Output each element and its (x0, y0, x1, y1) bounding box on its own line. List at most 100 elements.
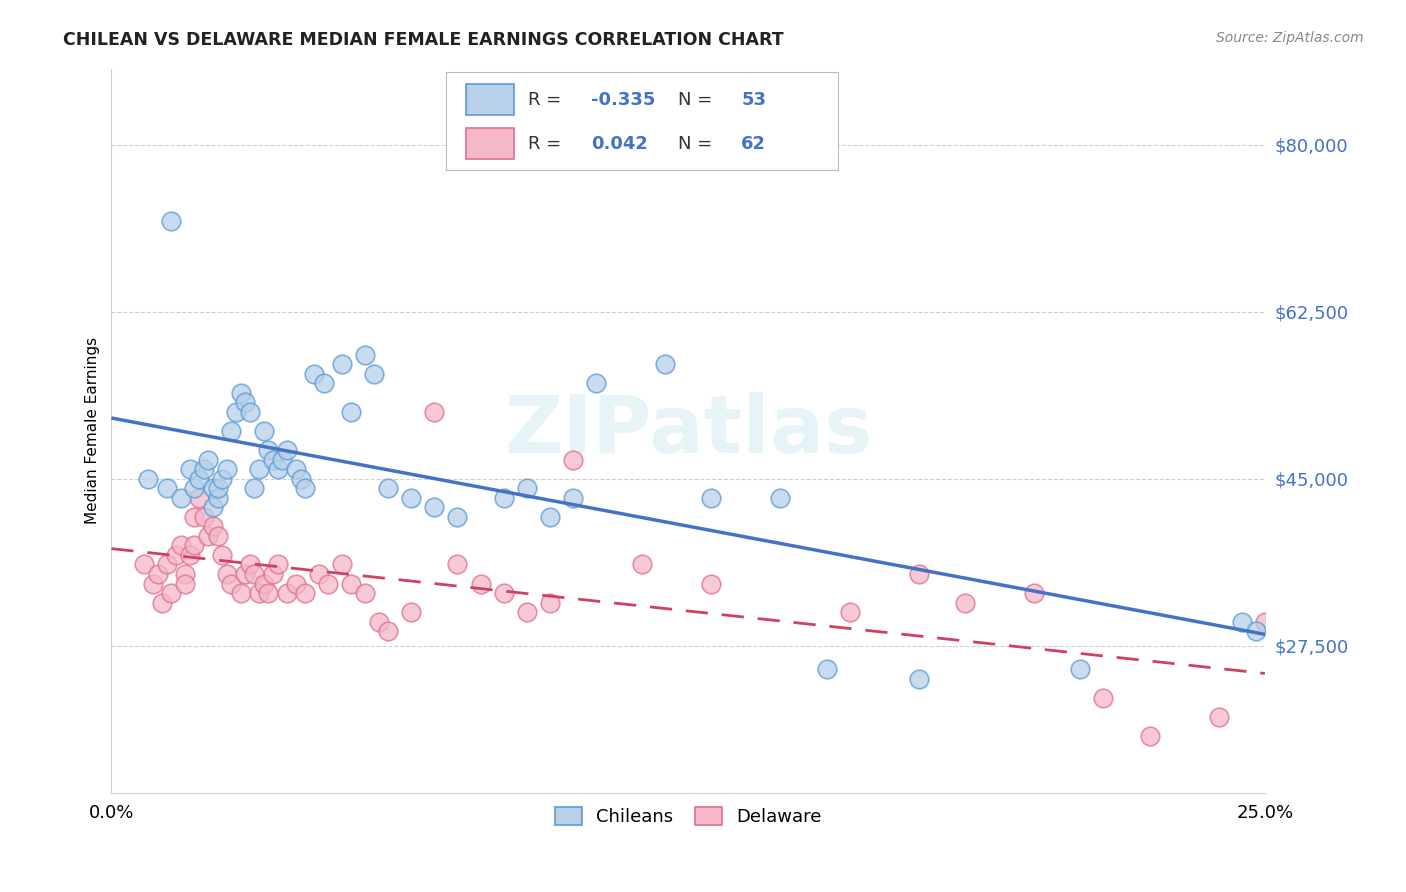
Point (271, 452, 294, 467)
Point (156, 481, 179, 495)
Point (1346, 710, 1368, 724)
Point (354, 348, 377, 362)
Point (211, 548, 233, 562)
Point (654, 357, 676, 371)
Point (516, 481, 538, 495)
Text: ZIPatlas: ZIPatlas (503, 392, 872, 470)
Point (446, 558, 468, 572)
Text: N =: N = (678, 91, 717, 109)
Point (1069, 662, 1091, 676)
Point (229, 586, 252, 600)
Point (423, 405, 446, 419)
Point (211, 472, 233, 486)
Point (262, 566, 284, 581)
Point (1323, 700, 1346, 714)
Point (179, 462, 201, 476)
Point (340, 576, 363, 591)
Point (492, 586, 515, 600)
Point (156, 558, 179, 572)
Point (1139, 729, 1161, 743)
Point (160, 214, 183, 228)
Point (201, 500, 224, 515)
Legend: Chileans, Delaware: Chileans, Delaware (546, 797, 831, 835)
Point (470, 576, 492, 591)
Point (354, 586, 377, 600)
Point (284, 462, 307, 476)
Point (233, 566, 256, 581)
Text: R =: R = (527, 91, 567, 109)
Point (1277, 690, 1299, 705)
Point (221, 576, 243, 591)
Point (239, 558, 262, 572)
Point (907, 672, 929, 686)
Point (561, 452, 583, 467)
Text: R =: R = (527, 135, 567, 153)
Point (225, 405, 247, 419)
Y-axis label: Median Female Earnings: Median Female Earnings (86, 337, 100, 524)
Point (1254, 615, 1277, 629)
Text: Source: ZipAtlas.com: Source: ZipAtlas.com (1216, 31, 1364, 45)
Point (207, 529, 229, 543)
FancyBboxPatch shape (446, 72, 838, 170)
Point (516, 605, 538, 619)
Point (193, 462, 215, 476)
Point (221, 424, 243, 438)
Point (146, 566, 169, 581)
Point (585, 376, 607, 391)
Point (183, 538, 205, 552)
Point (201, 481, 224, 495)
Point (266, 558, 288, 572)
Point (160, 586, 183, 600)
Text: CHILEAN VS DELAWARE MEDIAN FEMALE EARNINGS CORRELATION CHART: CHILEAN VS DELAWARE MEDIAN FEMALE EARNIN… (63, 31, 785, 49)
Point (1299, 690, 1322, 705)
Point (446, 509, 468, 524)
Point (769, 491, 792, 505)
Point (368, 615, 391, 629)
Point (1024, 586, 1046, 600)
Point (340, 405, 363, 419)
Point (294, 586, 316, 600)
Point (243, 566, 266, 581)
Point (207, 481, 229, 495)
Point (150, 596, 173, 610)
Point (276, 442, 298, 457)
Point (423, 500, 446, 515)
Point (201, 519, 224, 533)
Point (363, 367, 385, 381)
Point (1208, 710, 1230, 724)
Point (197, 529, 219, 543)
Point (401, 491, 423, 505)
Point (907, 566, 929, 581)
Point (262, 452, 284, 467)
Point (538, 596, 561, 610)
Point (700, 576, 723, 591)
Point (304, 367, 326, 381)
Point (377, 481, 399, 495)
Point (312, 376, 335, 391)
Point (247, 462, 270, 476)
Point (1230, 615, 1253, 629)
Point (294, 481, 316, 495)
Point (179, 548, 201, 562)
Point (165, 548, 187, 562)
Point (257, 442, 280, 457)
Point (215, 566, 238, 581)
Point (700, 491, 723, 505)
Point (169, 491, 191, 505)
Text: 62: 62 (741, 135, 766, 153)
Point (266, 462, 288, 476)
Point (815, 662, 838, 676)
Point (207, 491, 229, 505)
Point (290, 472, 312, 486)
Point (169, 538, 191, 552)
Point (1244, 624, 1267, 639)
Text: 53: 53 (741, 91, 766, 109)
Point (243, 481, 266, 495)
Point (253, 576, 276, 591)
Point (188, 491, 211, 505)
Point (561, 491, 583, 505)
Point (284, 576, 307, 591)
Point (136, 472, 159, 486)
Text: 0.042: 0.042 (592, 135, 648, 153)
Point (233, 395, 256, 409)
